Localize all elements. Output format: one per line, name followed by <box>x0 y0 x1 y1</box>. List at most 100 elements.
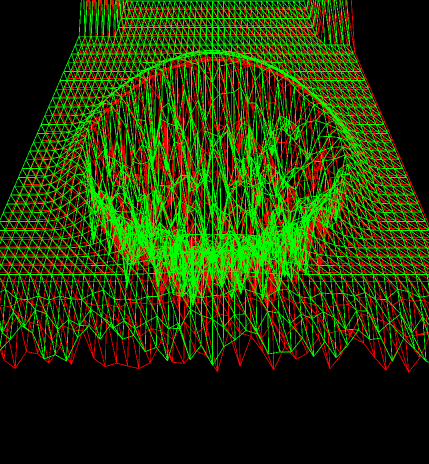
mesh-edge <box>165 18 168 28</box>
mesh-edge <box>194 18 202 28</box>
mesh-edge <box>265 0 274 11</box>
mesh-edge <box>235 18 237 28</box>
mesh-edge <box>397 245 412 256</box>
mesh-edge <box>127 60 133 70</box>
mesh-edge <box>298 181 301 201</box>
mesh-edge <box>284 123 287 143</box>
mesh-edge <box>405 336 409 373</box>
mesh-edge <box>282 296 295 304</box>
mesh-edge <box>234 9 242 19</box>
mesh-edge <box>380 298 395 327</box>
mesh-edge <box>396 350 409 373</box>
mesh-edge <box>117 18 122 28</box>
mesh-edge <box>142 268 145 282</box>
mesh-edge <box>307 223 320 245</box>
mesh-edge <box>189 18 196 28</box>
mesh-edge <box>108 60 113 70</box>
mesh-edge <box>316 315 319 339</box>
mesh-edge <box>140 25 144 35</box>
mesh-edge <box>239 332 252 337</box>
mesh-edge <box>273 9 282 19</box>
mesh-edge <box>403 166 409 176</box>
mesh-edge <box>229 18 237 28</box>
mesh-edge <box>271 300 285 339</box>
mesh-edge <box>313 281 316 305</box>
mesh-edge <box>228 0 230 10</box>
mesh-edge <box>300 117 304 135</box>
mesh-edge <box>274 73 282 76</box>
mesh-edge <box>135 173 144 186</box>
mesh-edge <box>272 178 275 183</box>
mesh-edge <box>358 297 373 319</box>
mesh-edge <box>292 280 305 303</box>
mesh-edge <box>273 346 286 371</box>
mesh-edge <box>163 0 169 10</box>
mesh-edge <box>304 152 314 191</box>
mesh-edge <box>258 64 267 68</box>
mesh-edge <box>424 300 429 312</box>
mesh-edge <box>300 60 304 70</box>
mesh-edge <box>90 113 96 120</box>
mesh-edge <box>224 126 233 139</box>
mesh-edge <box>367 245 382 256</box>
mesh-edge <box>291 25 295 35</box>
mesh-edge <box>84 251 96 255</box>
mesh-edge <box>312 271 325 282</box>
mesh-edge <box>85 60 90 70</box>
mesh-edge <box>111 0 115 44</box>
mesh-edge <box>360 254 374 265</box>
mesh-edge <box>0 326 8 333</box>
mesh-edge <box>189 67 197 106</box>
mesh-edge <box>120 271 123 282</box>
mesh-edge <box>267 9 276 19</box>
mesh-edge <box>312 271 324 273</box>
mesh-edge <box>160 9 163 19</box>
mesh-edge <box>260 111 263 154</box>
mesh-edge <box>239 336 252 367</box>
mesh-edge <box>126 0 130 10</box>
mesh-edge <box>73 149 77 158</box>
mesh-edge <box>128 0 133 10</box>
mesh-edge <box>394 326 409 373</box>
mesh-edge <box>345 60 356 71</box>
mesh-edge <box>225 214 235 218</box>
mesh-edge <box>166 213 175 228</box>
mesh-edge <box>298 18 308 28</box>
mesh-edge <box>55 190 62 198</box>
mesh-edge <box>315 304 318 316</box>
mesh-edge <box>295 9 299 19</box>
mesh-edge <box>72 60 77 70</box>
mesh-edge <box>101 0 104 37</box>
mesh-edge <box>327 158 337 171</box>
mesh-edge <box>370 254 384 265</box>
mesh-edge <box>420 281 425 301</box>
mesh-edge <box>40 306 44 326</box>
mesh-edge <box>276 123 285 143</box>
mesh-edge <box>283 338 286 347</box>
mesh-edge <box>345 95 356 106</box>
mesh-edge <box>156 9 162 19</box>
mesh-edge <box>269 18 272 28</box>
mesh-edge <box>352 216 356 232</box>
mesh-edge <box>154 157 157 174</box>
mesh-edge <box>287 0 296 11</box>
mesh-edge <box>385 209 399 221</box>
mesh-edge <box>173 9 179 19</box>
mesh-edge <box>58 175 68 182</box>
mesh-edge <box>377 245 392 256</box>
mesh-edge <box>195 104 204 127</box>
mesh-edge <box>49 237 58 247</box>
mesh-edge <box>175 65 183 137</box>
mesh-edge <box>316 100 320 112</box>
mesh-edge <box>303 18 308 28</box>
mesh-edge <box>172 300 175 340</box>
mesh-edge <box>258 65 268 79</box>
mesh-edge <box>262 351 275 371</box>
mesh-edge <box>124 86 128 94</box>
mesh-edge <box>118 60 122 70</box>
mesh-edge <box>394 326 406 337</box>
mesh-edge <box>74 200 85 210</box>
mesh-edge <box>418 201 424 212</box>
